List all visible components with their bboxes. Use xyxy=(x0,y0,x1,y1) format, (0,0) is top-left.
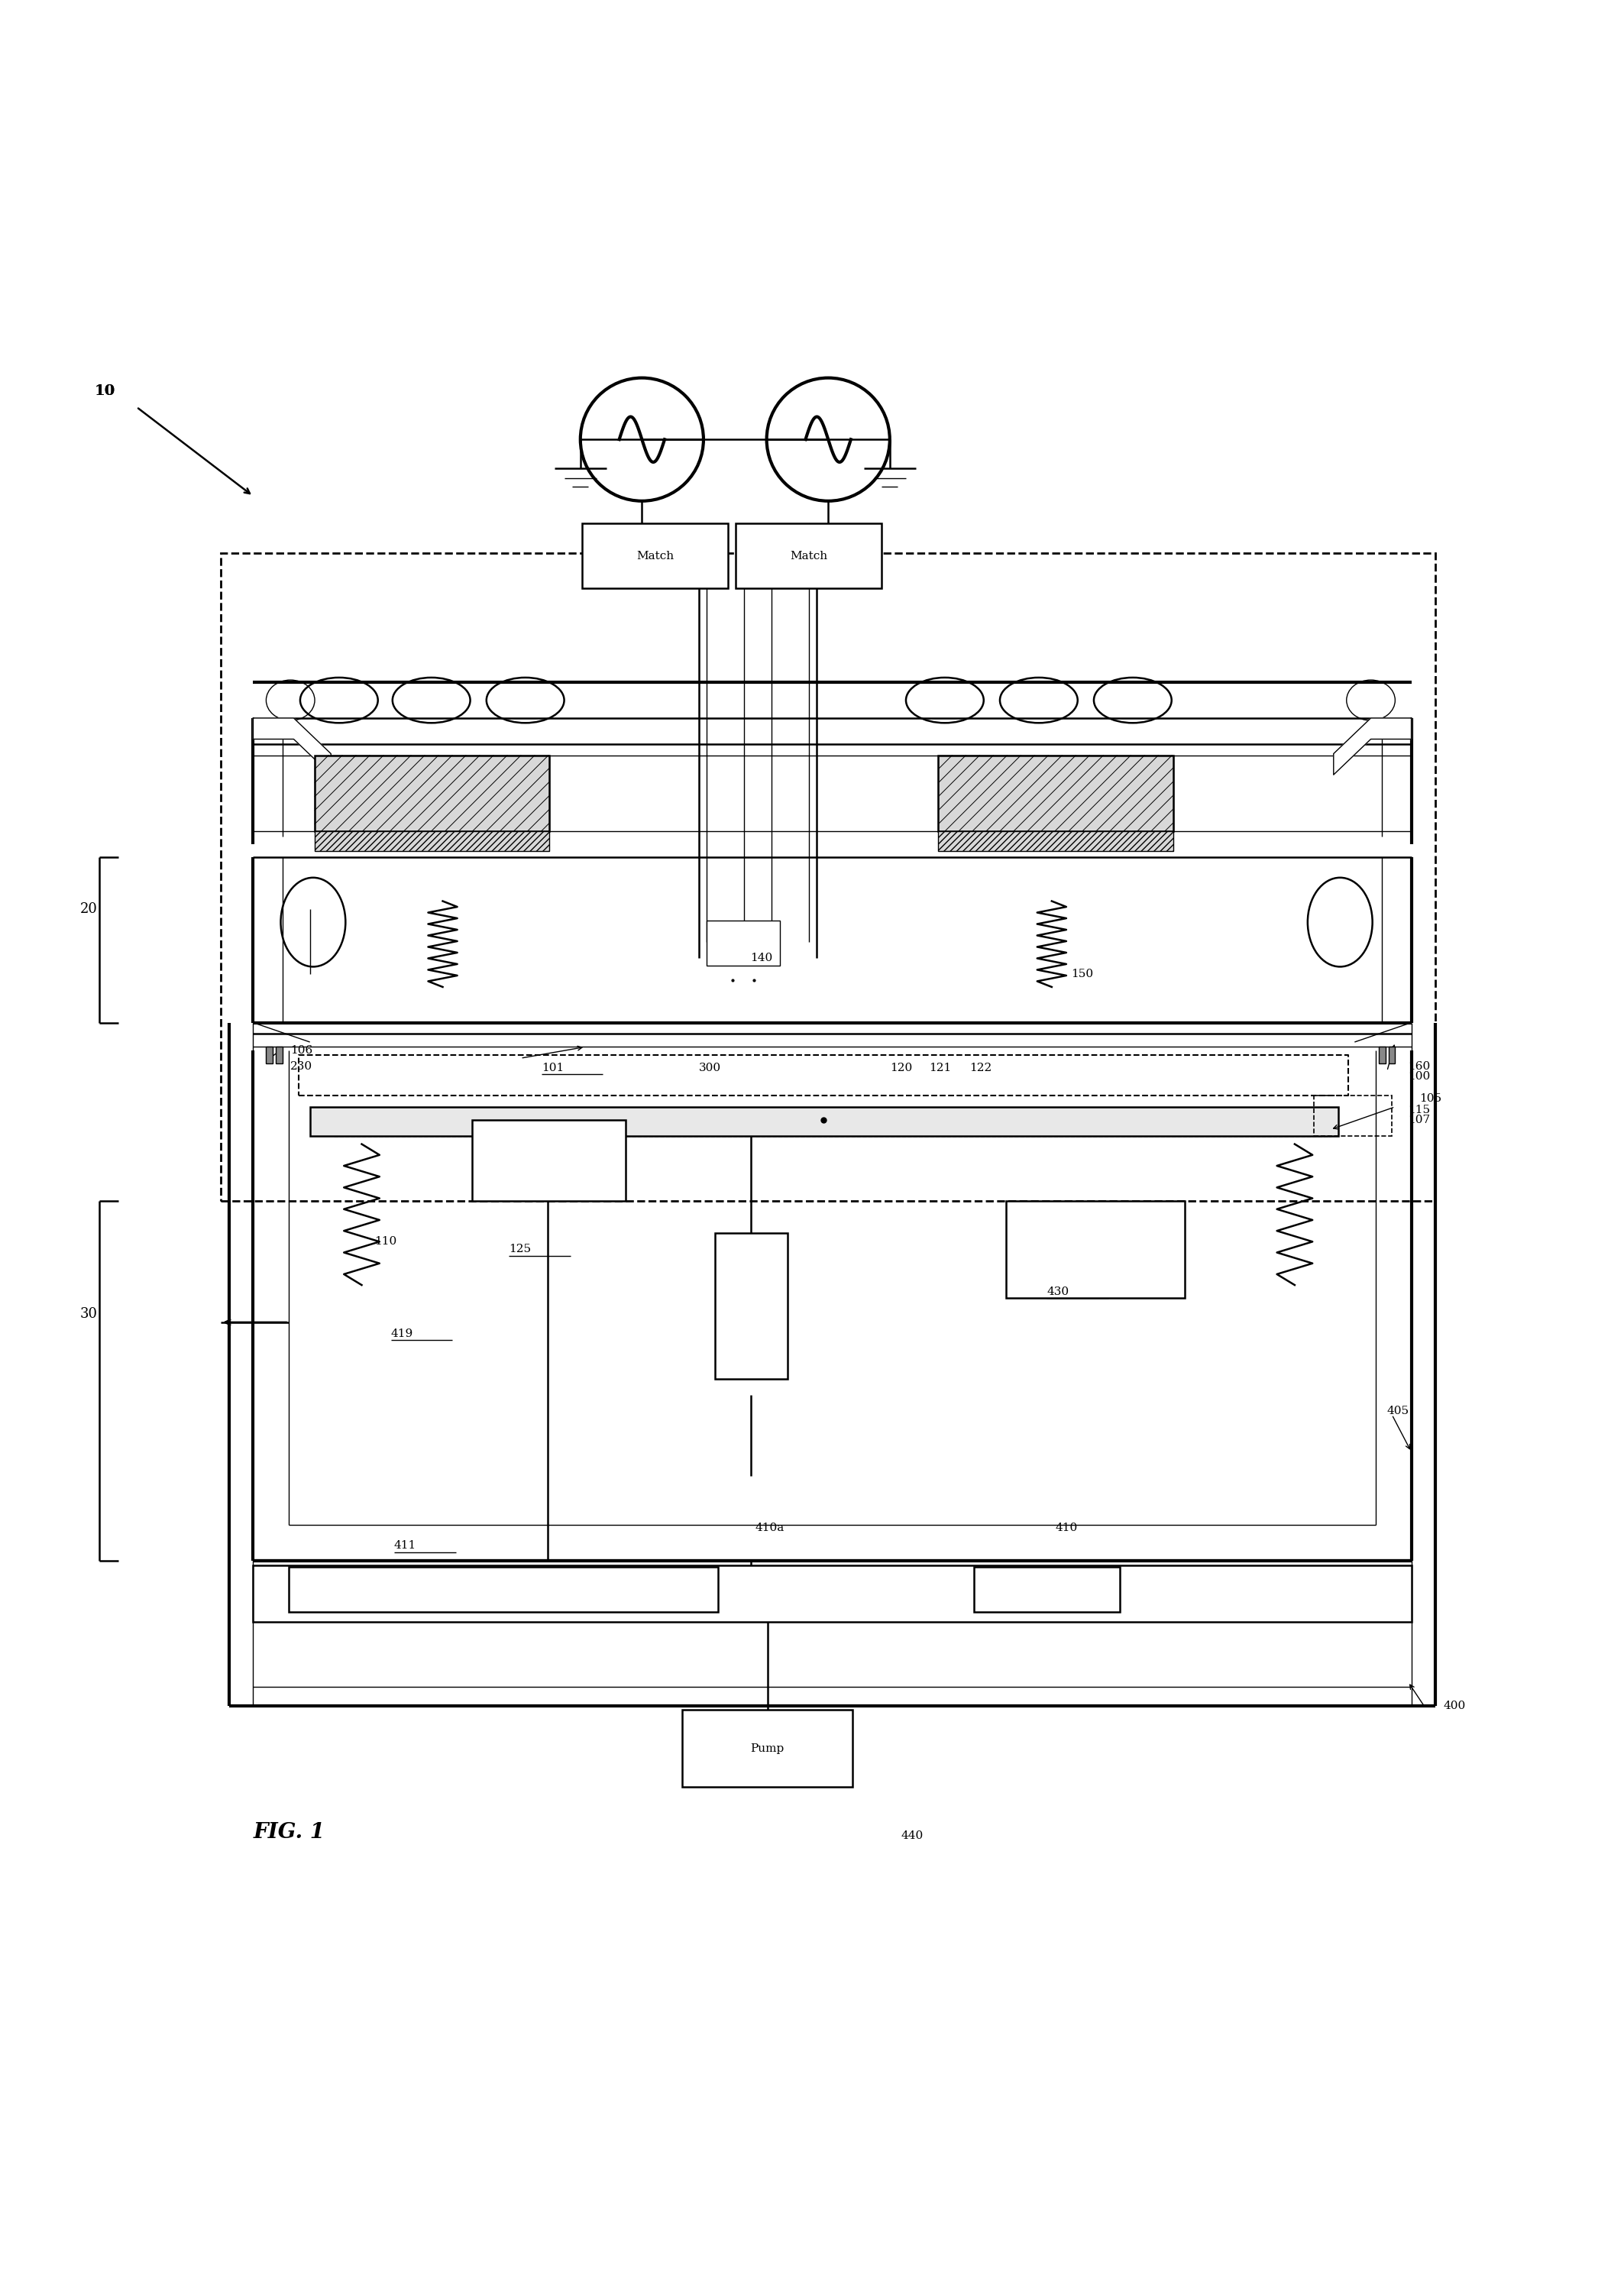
Text: 419: 419 xyxy=(391,1329,412,1338)
Text: 10: 10 xyxy=(94,384,115,398)
Text: 405: 405 xyxy=(1387,1406,1410,1418)
Bar xyxy=(736,523,882,588)
Bar xyxy=(939,754,1173,832)
Text: 230: 230 xyxy=(291,1061,313,1072)
Bar xyxy=(715,1234,788,1379)
Text: 411: 411 xyxy=(395,1540,416,1552)
Bar xyxy=(939,832,1173,852)
Text: 20: 20 xyxy=(80,902,97,916)
Text: 430: 430 xyxy=(1047,1286,1069,1297)
Text: 300: 300 xyxy=(698,1063,721,1072)
Bar xyxy=(1379,1047,1385,1063)
Text: 140: 140 xyxy=(750,952,773,963)
Text: Pump: Pump xyxy=(750,1743,784,1754)
Bar xyxy=(1007,1202,1184,1297)
Bar xyxy=(310,1106,1338,1136)
Bar xyxy=(299,1054,1348,1095)
Text: 400: 400 xyxy=(1444,1702,1466,1711)
Text: 122: 122 xyxy=(970,1063,992,1072)
Bar xyxy=(315,754,549,832)
Bar xyxy=(253,1565,1411,1622)
Bar xyxy=(974,1568,1121,1613)
Bar xyxy=(939,754,1173,832)
Polygon shape xyxy=(253,718,331,775)
Text: 410: 410 xyxy=(1056,1522,1077,1534)
Text: 30: 30 xyxy=(80,1306,97,1320)
Bar xyxy=(581,523,728,588)
Bar xyxy=(706,920,780,966)
Polygon shape xyxy=(1333,718,1411,775)
Text: Match: Match xyxy=(789,550,828,561)
Text: 107: 107 xyxy=(1408,1116,1431,1125)
Bar xyxy=(1389,1047,1395,1063)
Text: 10: 10 xyxy=(94,384,115,398)
Bar xyxy=(682,1709,853,1788)
Text: 160: 160 xyxy=(1408,1061,1431,1072)
Text: 105: 105 xyxy=(1419,1093,1442,1104)
Text: 125: 125 xyxy=(508,1245,531,1254)
Text: 150: 150 xyxy=(1072,968,1093,979)
Bar xyxy=(1314,1095,1392,1136)
Text: 440: 440 xyxy=(901,1831,924,1840)
Text: FIG. 1: FIG. 1 xyxy=(253,1822,325,1843)
Text: 110: 110 xyxy=(375,1236,396,1247)
Bar xyxy=(276,1047,283,1063)
Text: Match: Match xyxy=(637,550,674,561)
Bar xyxy=(266,1047,273,1063)
Text: 101: 101 xyxy=(541,1063,564,1072)
Text: 410a: 410a xyxy=(755,1522,784,1534)
Text: 106: 106 xyxy=(291,1045,313,1056)
Bar xyxy=(315,754,549,832)
Bar xyxy=(289,1568,718,1613)
Text: 121: 121 xyxy=(929,1063,952,1072)
Text: 115: 115 xyxy=(1408,1104,1431,1116)
Text: 120: 120 xyxy=(890,1063,913,1072)
Bar xyxy=(221,552,1436,1202)
Bar xyxy=(473,1120,625,1202)
Bar xyxy=(315,832,549,852)
Text: 100: 100 xyxy=(1408,1070,1431,1081)
